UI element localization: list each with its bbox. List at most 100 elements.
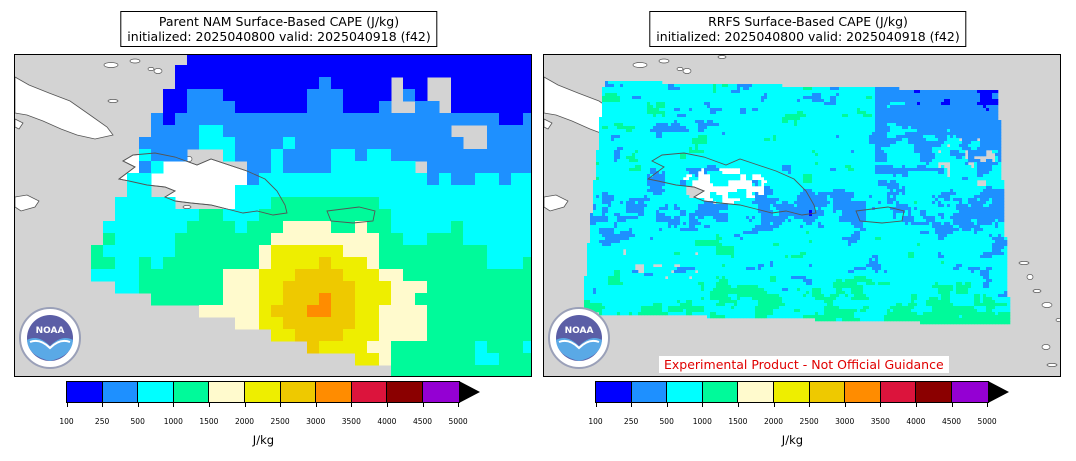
cape-cell [962,135,966,139]
cape-cell [629,153,633,157]
cape-cell [896,147,900,151]
cape-cell [355,257,368,270]
cape-cell [653,111,657,115]
cape-cell [695,162,699,166]
cape-cell [779,87,783,91]
cape-cell [617,90,621,94]
cape-cell [599,129,603,133]
cape-cell [451,317,464,330]
cape-cell [626,147,630,151]
cape-cell [815,90,819,94]
cape-cell [674,84,678,88]
cape-cell [872,153,876,157]
cape-cell [824,138,828,142]
cape-cell [968,117,972,121]
cape-cell [881,120,885,124]
cape-cell [941,96,945,100]
cape-cell [683,84,687,88]
cape-cell [854,87,858,91]
cape-cell [764,168,768,172]
cape-cell [812,171,816,175]
cape-cell [731,120,735,124]
cape-cell [785,96,789,100]
cape-cell [863,87,867,91]
cape-cell [608,153,612,157]
cape-cell [620,108,624,112]
cape-cell [944,156,948,160]
cape-cell [319,137,332,150]
cape-cell [977,120,981,124]
cape-cell [731,96,735,100]
cape-cell [818,162,822,166]
cape-cell [247,257,260,270]
cape-cell [629,108,633,112]
cape-cell [686,129,690,133]
cape-cell [650,168,654,172]
cape-cell [863,135,867,139]
cape-cell [175,281,188,294]
cape-cell [893,126,897,130]
cape-cell [935,171,939,175]
cape-cell [788,162,792,166]
cape-cell [707,114,711,118]
cape-cell [824,162,828,166]
cape-cell [713,93,717,97]
cape-cell [785,141,789,145]
cape-cell [247,125,260,138]
cape-cell [809,90,813,94]
cape-cell [737,144,741,148]
cape-cell [854,117,858,121]
cape-cell [752,99,756,103]
cape-cell [836,147,840,151]
cape-cell [632,102,636,106]
cape-cell [653,150,657,154]
cape-cell [974,138,978,142]
cape-cell [968,159,972,163]
cape-cell [599,144,603,148]
cape-cell [617,108,621,112]
cape-cell [881,147,885,151]
cape-cell [827,165,831,169]
cape-cell [463,329,476,342]
cape-cell [956,174,960,178]
cape-cell [890,102,894,106]
cape-cell [731,126,735,130]
cape-cell [683,132,687,136]
cape-cell [965,177,969,181]
cape-cell [908,141,912,145]
cape-cell [878,123,882,127]
cape-cell [283,101,296,114]
cape-cell [599,177,603,181]
cape-cell [662,90,666,94]
cape-cell [998,144,1002,148]
cape-cell [950,165,954,169]
cape-cell [722,93,726,97]
cape-cell [770,105,774,109]
colorbar-tick-label: 500 [130,417,145,426]
cape-cell [827,159,831,163]
cape-cell [626,87,630,91]
cape-cell [632,129,636,133]
cape-cell [620,147,624,151]
cape-cell [115,245,128,258]
cape-cell [617,168,621,172]
cape-cell [689,105,693,109]
cape-cell [632,120,636,124]
cape-cell [683,114,687,118]
cape-cell [271,317,284,330]
cape-cell [439,233,452,246]
cape-cell [962,102,966,106]
cape-cell [764,174,768,178]
cape-cell [680,138,684,142]
cape-cell [953,108,957,112]
cape-cell [695,165,699,169]
cape-cell [911,102,915,106]
cape-cell [857,111,861,115]
cape-cell [614,93,618,97]
cape-cell [635,171,639,175]
cape-cell [860,96,864,100]
cape-cell [944,177,948,181]
cape-cell [638,171,642,175]
cape-cell [959,147,963,151]
cape-cell [965,105,969,109]
